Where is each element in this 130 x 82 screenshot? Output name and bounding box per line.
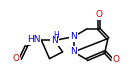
Text: N: N — [70, 47, 77, 56]
Text: N: N — [70, 32, 77, 41]
Text: HN: HN — [27, 36, 40, 44]
Text: H: H — [54, 31, 59, 40]
Text: O: O — [12, 54, 19, 63]
Text: N: N — [51, 36, 58, 45]
Text: O: O — [95, 10, 102, 19]
Text: O: O — [112, 55, 119, 64]
